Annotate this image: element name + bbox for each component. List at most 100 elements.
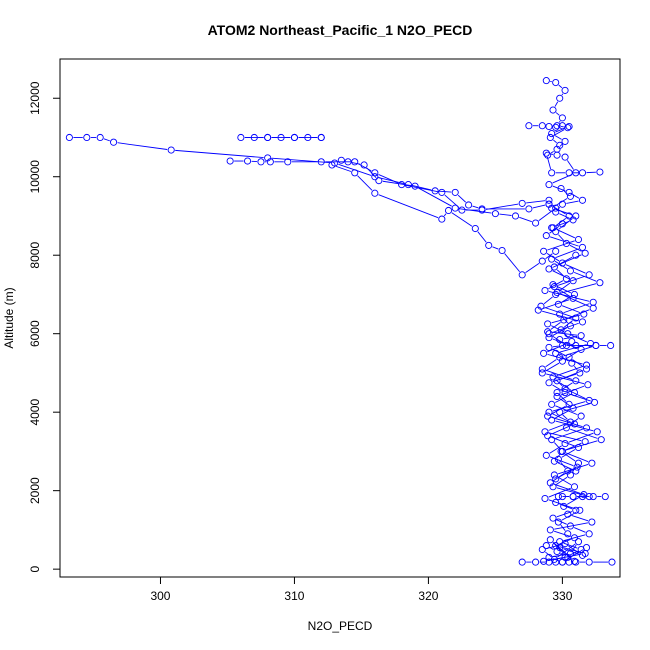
- data-point: [304, 133, 312, 142]
- data-point: [582, 544, 591, 552]
- data-point: [569, 493, 577, 501]
- data-point: [597, 436, 605, 444]
- data-point: [562, 424, 570, 432]
- series-line-segment: [563, 548, 579, 555]
- data-point: [552, 290, 560, 299]
- series-line-segment: [555, 405, 578, 416]
- data-point: [564, 530, 572, 538]
- series-line-segment: [485, 203, 519, 210]
- data-point: [542, 451, 550, 459]
- series-line-segment: [561, 296, 572, 303]
- data-point: [566, 192, 574, 200]
- data-point: [554, 518, 562, 526]
- series-line-segment: [545, 253, 553, 260]
- series-line-segment: [558, 355, 569, 362]
- data-point: [601, 493, 609, 501]
- series-line-segment: [558, 84, 563, 89]
- series-line-segment: [564, 440, 598, 451]
- series-line-segment: [366, 167, 377, 179]
- data-point: [545, 330, 553, 338]
- data-point: [548, 436, 556, 444]
- data-point: [438, 188, 446, 196]
- data-point: [444, 206, 453, 215]
- series-line-segment: [351, 162, 361, 165]
- data-point: [565, 558, 573, 566]
- data-point: [532, 219, 540, 227]
- series-6: [542, 149, 604, 232]
- data-point: [411, 182, 419, 190]
- data-point: [548, 400, 556, 408]
- series-line-segment: [559, 398, 571, 407]
- data-point: [589, 493, 597, 501]
- series-line-segment: [335, 165, 352, 172]
- data-point: [371, 189, 379, 197]
- data-point: [540, 557, 548, 565]
- series-line-segment: [548, 432, 582, 442]
- data-point: [585, 558, 593, 566]
- series-line-segment: [568, 545, 580, 554]
- series-line-segment: [559, 143, 563, 147]
- data-point: [550, 457, 558, 465]
- data-point: [588, 459, 596, 467]
- data-point: [558, 114, 566, 122]
- data-point: [562, 239, 570, 247]
- data-point: [545, 122, 553, 131]
- series-line-segment: [552, 322, 579, 333]
- data-point: [572, 169, 580, 177]
- data-point: [553, 151, 561, 159]
- series-line-segment: [457, 194, 467, 203]
- series-line-segment: [552, 384, 562, 391]
- data-point: [525, 205, 533, 213]
- data-point: [546, 526, 554, 534]
- series-line-segment: [573, 365, 578, 371]
- series-line-segment: [552, 254, 582, 268]
- series-line-segment: [562, 414, 568, 420]
- series-line-segment: [555, 112, 560, 116]
- data-point: [552, 475, 560, 483]
- data-point: [548, 130, 556, 138]
- data-point: [556, 408, 564, 416]
- data-point: [572, 506, 580, 514]
- series-line-segment: [550, 151, 554, 154]
- data-point: [572, 251, 580, 259]
- series-line-segment: [405, 184, 438, 193]
- series-line-segment: [103, 138, 110, 142]
- data-point: [548, 416, 556, 424]
- series-5: [328, 161, 560, 279]
- series-13: [545, 341, 615, 501]
- data-point: [585, 271, 593, 279]
- data-point: [518, 271, 526, 279]
- data-point: [558, 200, 566, 208]
- series-line-segment: [553, 472, 565, 481]
- data-point: [532, 558, 540, 566]
- data-point: [538, 257, 546, 265]
- data-point: [558, 357, 566, 365]
- data-point: [572, 212, 580, 220]
- data-point: [328, 161, 336, 169]
- data-point: [592, 341, 600, 350]
- series-11: [538, 251, 601, 483]
- series-line-segment: [412, 185, 432, 191]
- series-line-segment: [563, 190, 568, 195]
- data-point: [568, 337, 576, 346]
- series-line-segment: [538, 210, 553, 222]
- series-line-segment: [357, 175, 373, 191]
- data-point: [266, 158, 274, 166]
- data-point: [572, 558, 580, 566]
- data-point: [244, 157, 252, 165]
- y-tick-label: 4000: [28, 399, 42, 426]
- data-point: [542, 542, 550, 550]
- series-line-segment: [555, 248, 579, 259]
- y-axis-label: Altitude (m): [2, 287, 16, 348]
- data-point: [548, 255, 556, 263]
- data-point: [552, 247, 560, 255]
- series-line-segment: [545, 359, 557, 368]
- series-line-segment: [556, 229, 576, 239]
- data-point: [549, 106, 557, 114]
- data-point: [558, 122, 566, 130]
- series-line-segment: [551, 325, 565, 333]
- series-line-segment: [551, 314, 581, 324]
- data-point: [83, 133, 91, 142]
- data-point: [554, 493, 562, 501]
- data-point: [540, 349, 548, 357]
